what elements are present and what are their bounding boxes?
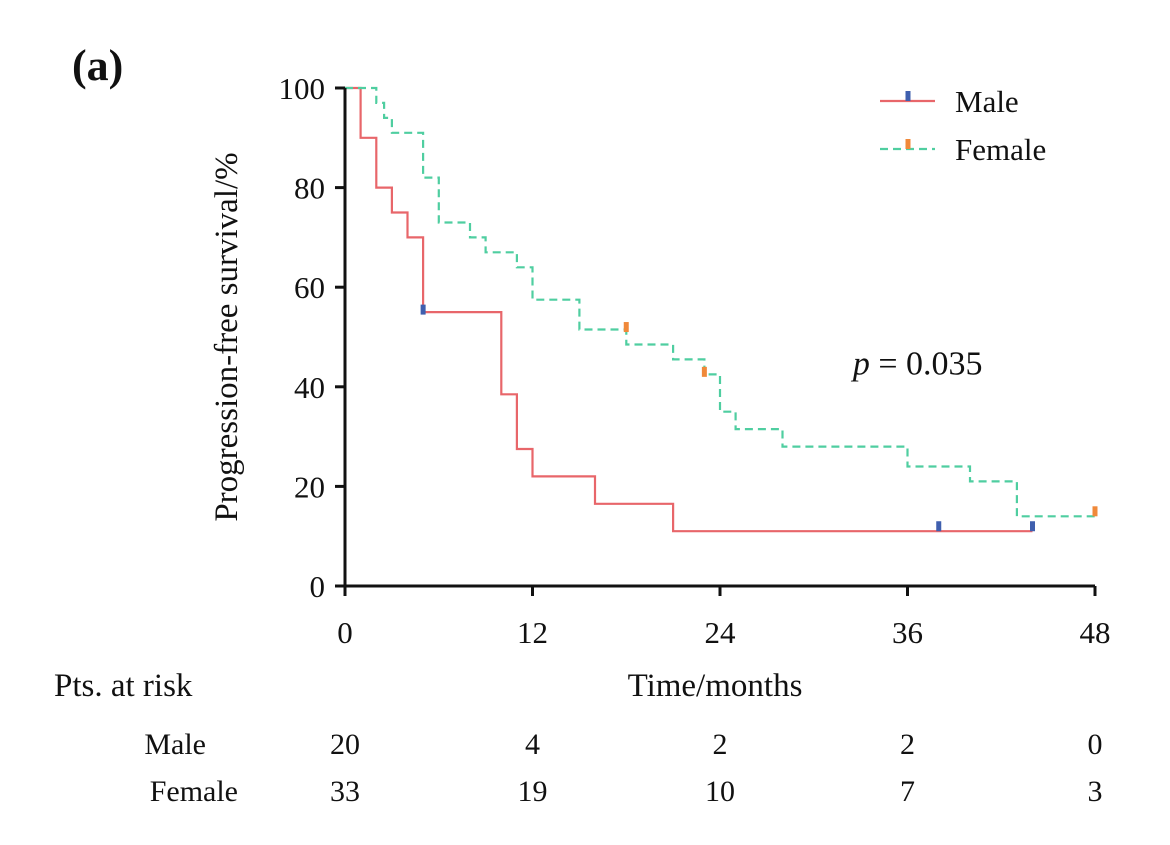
risk-table-title: Pts. at risk	[54, 668, 193, 704]
y-tick-label: 60	[294, 270, 325, 305]
legend-male-censor-mark	[905, 91, 911, 101]
x-tick-label: 48	[1080, 615, 1111, 650]
risk-value-male: 2	[713, 728, 728, 761]
y-axis-title: Progression-free survival/%	[209, 152, 245, 521]
risk-value-female: 10	[705, 775, 735, 808]
x-tick-label: 12	[517, 615, 548, 650]
censor-mark-male	[420, 304, 426, 315]
legend-female-censor-mark	[905, 139, 911, 149]
x-axis-title: Time/months	[628, 668, 803, 704]
censor-mark-male	[936, 521, 942, 532]
censor-mark-female	[1092, 506, 1098, 517]
y-tick-label: 20	[294, 469, 325, 504]
y-tick-label: 100	[279, 71, 326, 106]
risk-value-male: 0	[1088, 728, 1103, 761]
p-value-annotation: p = 0.035	[851, 345, 983, 382]
risk-value-female: 33	[330, 775, 360, 808]
risk-row-label: Female	[150, 775, 238, 808]
series-layer	[345, 86, 1095, 533]
x-tick-label: 0	[337, 615, 353, 650]
series-line-male	[345, 86, 1033, 533]
p-value-number: = 0.035	[870, 345, 983, 382]
y-tick-label: 0	[310, 569, 326, 604]
censor-mark-male	[1030, 521, 1035, 532]
y-tick-label: 80	[294, 171, 325, 206]
risk-value-female: 3	[1088, 775, 1103, 808]
legend-female-label: Female	[955, 132, 1046, 167]
censor-mark-female	[701, 366, 707, 377]
p-value-symbol: p	[851, 345, 870, 382]
series-line-female	[345, 86, 1095, 518]
x-tick-label: 24	[705, 615, 737, 650]
legend: Male Female	[880, 84, 1046, 167]
censor-layer	[420, 304, 1098, 532]
risk-value-female: 19	[518, 775, 548, 808]
risk-value-male: 4	[525, 728, 540, 761]
risk-value-male: 20	[330, 728, 360, 761]
risk-row-label: Male	[144, 728, 206, 761]
risk-value-male: 2	[900, 728, 915, 761]
x-tick-label: 36	[892, 615, 923, 650]
ticks-layer: 0 20 40 60 80 100 0 12 24 36 48	[279, 71, 1111, 650]
y-tick-label: 40	[294, 370, 325, 405]
panel-label: (a)	[72, 41, 123, 90]
censor-mark-female	[623, 322, 629, 333]
legend-male-label: Male	[955, 84, 1019, 119]
risk-value-female: 7	[900, 775, 915, 808]
